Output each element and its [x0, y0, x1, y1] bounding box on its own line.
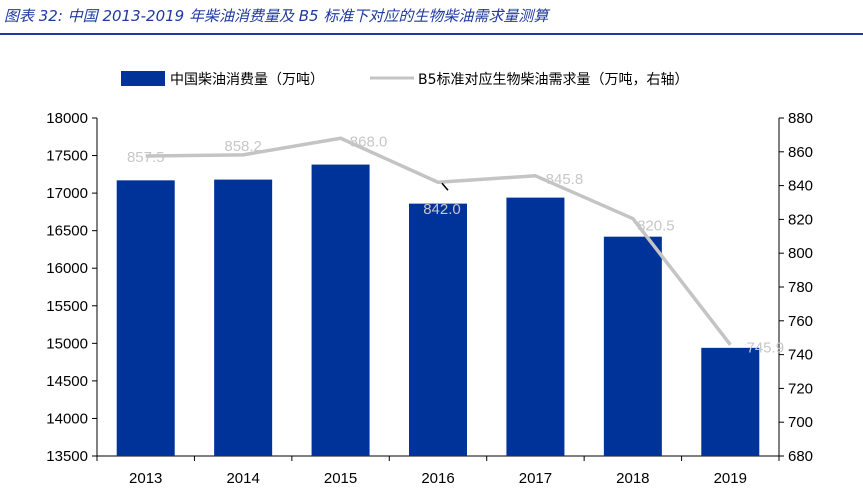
y-right-tick-label: 840	[788, 178, 813, 195]
x-tick-label: 2018	[616, 470, 649, 487]
y-left-tick-label: 13500	[46, 448, 88, 465]
axes: 13500 14000 14500 15000 15500 16000 16500 17000…	[46, 110, 813, 487]
y-right-tick-label: 680	[788, 448, 813, 465]
x-tick-label: 2016	[421, 470, 454, 487]
y-left-tick-label: 17500	[46, 148, 88, 165]
line-point-2013	[145, 155, 147, 157]
data-labels: 857.5 858.2 868.0 842.0 845.8 820.5 745.9	[127, 133, 784, 356]
bar-2015	[311, 164, 370, 456]
figure-title: 图表 32: 中国 2013-2019 年柴油消费量及 B5 标准下对应的生物柴…	[4, 7, 549, 25]
y-left-tick-label: 16500	[46, 223, 88, 240]
bar-2016	[409, 203, 467, 456]
line-series	[145, 136, 732, 346]
line-point-2017	[534, 175, 536, 177]
y-left-tick-label: 15000	[46, 335, 88, 352]
legend-bar-label: 中国柴油消费量（万吨）	[170, 72, 324, 88]
y-right-tick-label: 760	[788, 313, 813, 330]
line-point-2015	[340, 137, 342, 139]
x-tick-label: 2015	[324, 470, 357, 487]
y-right-tick-label: 820	[788, 211, 813, 228]
line-point-2016	[437, 181, 439, 183]
data-label-2013: 857.5	[127, 149, 165, 166]
data-label-2015: 868.0	[350, 133, 388, 150]
y-left-tick-label: 14000	[46, 410, 88, 427]
x-tick-label: 2014	[226, 470, 259, 487]
y-left-tick-label: 18000	[46, 110, 88, 127]
label-leader-2016	[441, 182, 449, 191]
data-label-2019: 745.9	[747, 340, 785, 357]
legend-bar-swatch	[121, 71, 165, 86]
bar-2014	[214, 179, 273, 456]
x-tick-label: 2013	[129, 470, 162, 487]
y-right-tick-label: 740	[788, 347, 813, 364]
data-label-2014: 858.2	[224, 138, 262, 155]
bar-2017	[506, 197, 565, 456]
bar-2013	[116, 180, 175, 456]
data-label-2018: 820.5	[637, 218, 675, 235]
y-left-tick-label: 14500	[46, 373, 88, 390]
y-left-tick-label: 15500	[46, 298, 88, 315]
line-point-2014	[242, 154, 244, 156]
title-rule	[0, 33, 863, 35]
x-tick-label: 2019	[714, 470, 747, 487]
bar-2019	[701, 347, 760, 456]
y-right-tick-label: 880	[788, 110, 813, 127]
data-label-2017: 845.8	[546, 171, 584, 188]
y-left-tick-label: 16000	[46, 260, 88, 277]
y-left-tick-label: 17000	[46, 185, 88, 202]
legend: 中国柴油消费量（万吨） B5标准对应生物柴油需求量（万吨，右轴）	[121, 71, 689, 88]
line-point-2018	[632, 218, 634, 220]
legend-line-label: B5标准对应生物柴油需求量（万吨，右轴）	[418, 71, 689, 88]
bar-series	[116, 164, 760, 456]
y-right-tick-label: 720	[788, 380, 813, 397]
bar-2018	[603, 236, 662, 456]
x-tick-label: 2017	[519, 470, 552, 487]
line-point-2019	[729, 344, 731, 346]
y-right-tick-label: 860	[788, 144, 813, 161]
y-right-tick-label: 700	[788, 414, 813, 431]
data-label-2016: 842.0	[423, 201, 461, 218]
y-right-tick-label: 780	[788, 279, 813, 296]
y-right-tick-label: 800	[788, 245, 813, 262]
